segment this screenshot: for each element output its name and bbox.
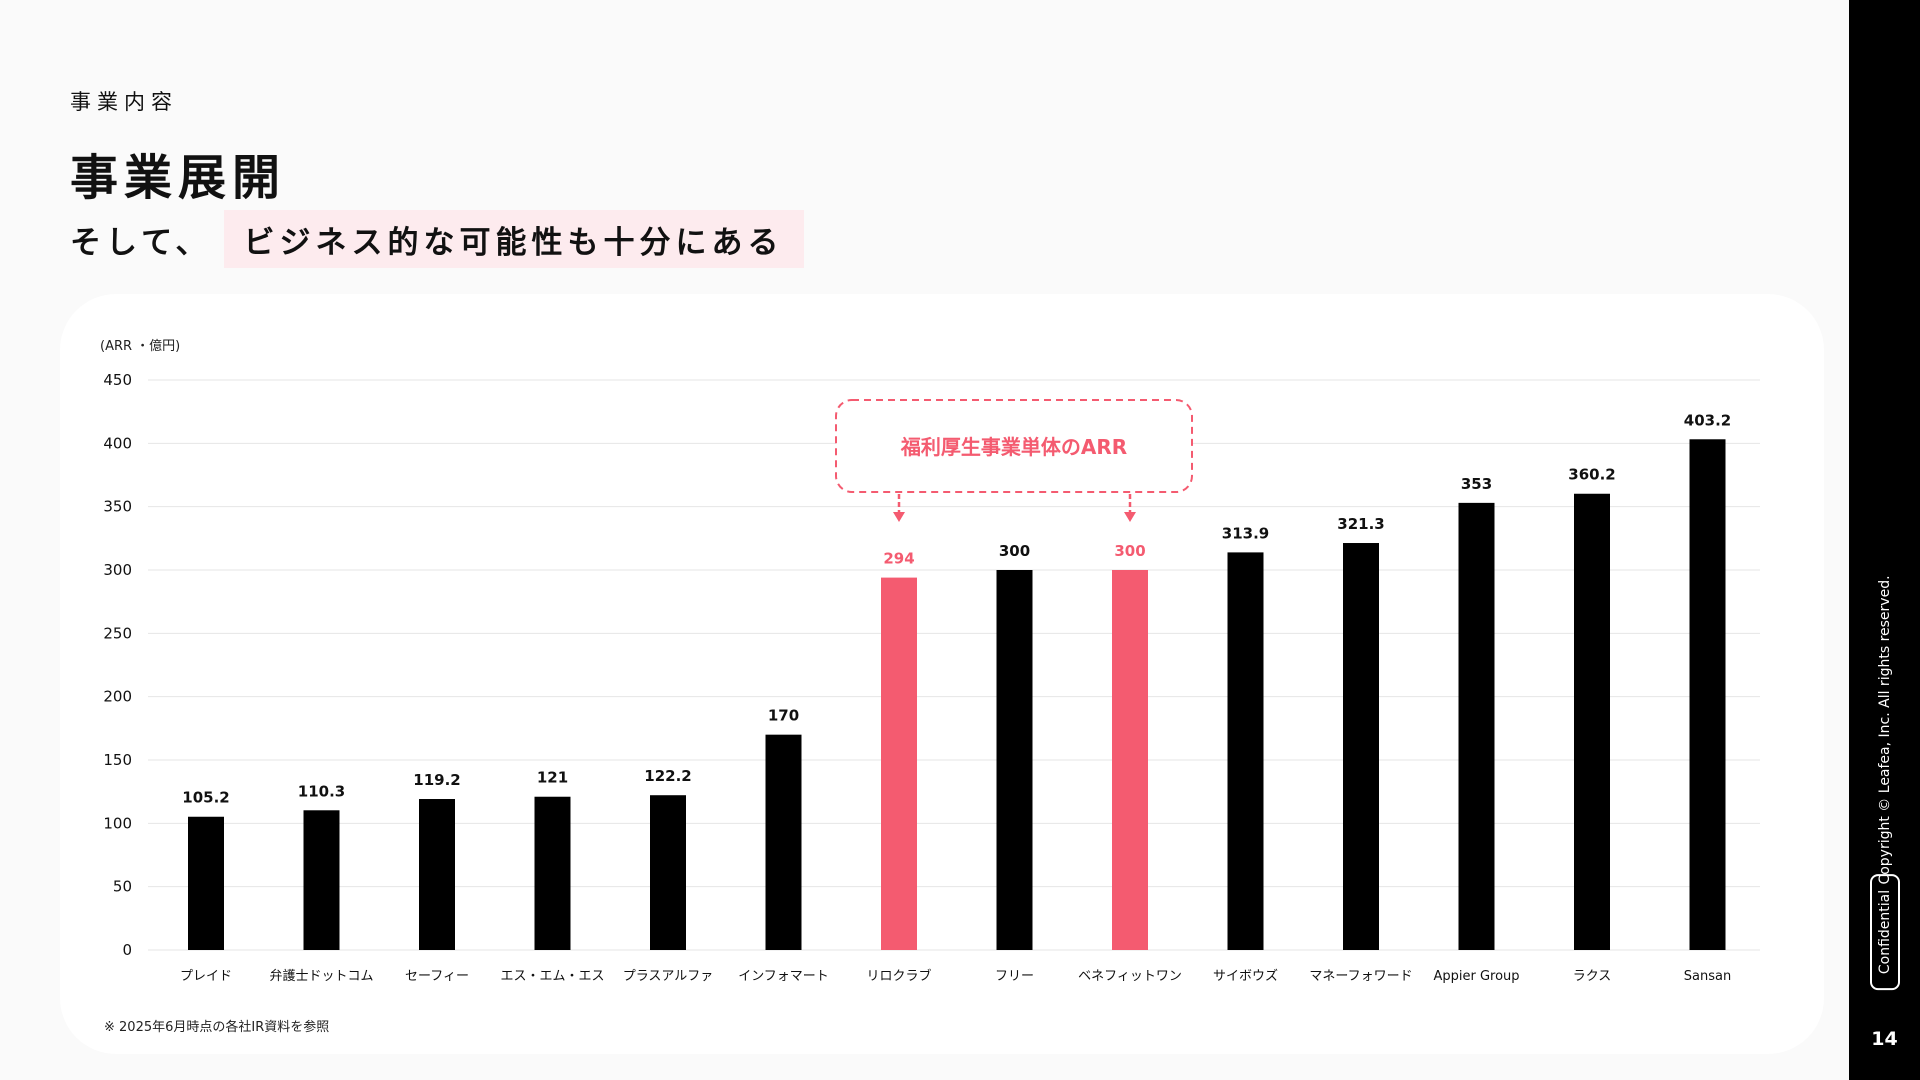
- data-label: 360.2: [1568, 466, 1615, 484]
- page-title: 事業展開: [70, 150, 287, 206]
- data-label: 300: [999, 542, 1030, 560]
- bar-6: [765, 734, 802, 950]
- subtitle: そして、 ビジネス的な可能性も十分にある: [70, 210, 804, 268]
- y-tick-label: 450: [103, 371, 132, 389]
- y-tick-label: 0: [122, 941, 132, 959]
- confidential-badge: Confidential: [1870, 873, 1900, 991]
- x-tick-label: サイボウズ: [1213, 968, 1278, 984]
- section-label: 事業内容: [70, 90, 178, 114]
- x-tick-label: Appier Group: [1433, 969, 1519, 984]
- annotation-text: 福利厚生事業単体のARR: [900, 435, 1127, 459]
- data-label: 353: [1461, 475, 1492, 493]
- data-label: 403.2: [1684, 411, 1731, 429]
- bar-11: [1343, 543, 1379, 950]
- copyright-text: Copyright © Leafea, Inc. All rights rese…: [1877, 575, 1893, 885]
- footnote: ※ 2025年6月時点の各社IR資料を参照: [104, 1020, 330, 1035]
- y-tick-label: 150: [103, 751, 132, 769]
- annotation-box: [835, 399, 1193, 493]
- data-label: 121: [537, 769, 568, 787]
- bar-1: [188, 816, 224, 950]
- x-tick-label: リロクラブ: [866, 968, 931, 984]
- y-tick-label: 50: [113, 878, 132, 896]
- unit-label: (ARR ・億円): [100, 338, 180, 354]
- y-tick-label: 300: [103, 561, 132, 579]
- x-tick-label: エス・エム・エス: [500, 969, 604, 984]
- y-tick-label: 350: [103, 498, 132, 516]
- x-tick-label: プレイド: [180, 969, 232, 984]
- bar-8: [996, 570, 1033, 950]
- chart-card: (ARR ・億円) 0 50 100 150 200 250 300 350 400 450 105.…: [60, 294, 1824, 1054]
- bar-13: [1574, 493, 1610, 950]
- bar-12: [1458, 502, 1495, 950]
- bar-3: [419, 799, 455, 950]
- y-tick-label: 200: [103, 688, 132, 706]
- x-tick-label: インフォマート: [738, 969, 829, 984]
- bar-4: [534, 796, 571, 950]
- y-tick-label: 250: [103, 624, 132, 642]
- annotation-arrow-head: [1124, 512, 1136, 522]
- y-tick-label: 100: [103, 814, 132, 832]
- data-label: 105.2: [182, 789, 229, 807]
- bar-7: [881, 577, 917, 950]
- data-label: 170: [768, 707, 799, 725]
- bar-9: [1112, 570, 1148, 950]
- x-tick-label: プラスアルファ: [623, 969, 714, 984]
- page-number: 14: [1871, 1028, 1898, 1050]
- bar-chart: (ARR ・億円) 0 50 100 150 200 250 300 350 400 450 105.…: [100, 338, 1760, 984]
- data-label: 110.3: [298, 782, 345, 800]
- bar-14: [1689, 439, 1726, 950]
- y-tick-label: 400: [103, 434, 132, 452]
- sidebar: [1849, 0, 1920, 1080]
- x-tick-label: ラクス: [1573, 969, 1612, 984]
- x-tick-label: セーフィー: [405, 969, 469, 984]
- x-tick-label: Sansan: [1684, 969, 1731, 984]
- data-label: 119.2: [413, 771, 460, 789]
- x-tick-label: ベネフィットワン: [1078, 969, 1182, 984]
- bar-2: [303, 810, 340, 950]
- bar-10: [1227, 552, 1264, 950]
- x-tick-label: マネーフォワード: [1309, 969, 1412, 984]
- annotation-arrow-head: [893, 512, 905, 522]
- data-label: 300: [1114, 542, 1145, 560]
- data-label: 313.9: [1222, 524, 1269, 542]
- bar-5: [650, 795, 686, 950]
- data-label: 321.3: [1337, 515, 1384, 533]
- x-tick-label: 弁護士ドットコム: [269, 968, 373, 984]
- subtitle-highlight: ビジネス的な可能性も十分にある: [223, 210, 804, 268]
- data-label: 294: [883, 550, 914, 568]
- data-label: 122.2: [644, 767, 691, 785]
- x-tick-label: フリー: [995, 969, 1034, 984]
- subtitle-lead: そして、: [70, 224, 212, 261]
